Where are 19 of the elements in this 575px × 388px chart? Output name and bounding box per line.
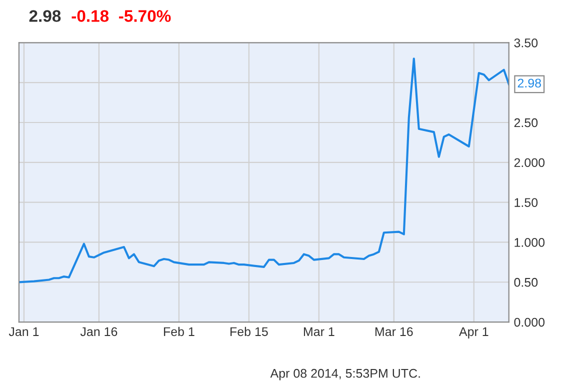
y-tick-label: 2.000 — [514, 158, 545, 168]
x-tick-label: Jan 16 — [80, 327, 118, 336]
x-tick-label: Feb 1 — [164, 326, 194, 336]
chart-subtitle: -0.18 -5.70% — [72, 10, 171, 22]
x-tick-label: Apr 1 — [458, 327, 488, 339]
y-tick-label: 3.50 — [514, 38, 538, 48]
x-tick-label: Mar 16 — [375, 327, 413, 336]
y-tick-label: 0.50 — [514, 278, 538, 287]
chart-title: 2.98 — [29, 10, 61, 22]
data-label: 2.98 — [518, 78, 541, 88]
x-tick-label: Feb 15 — [230, 326, 268, 336]
y-tick-label: 2.50 — [514, 118, 538, 128]
line-series — [18, 58, 509, 284]
text: Apr 08 2014, 5:53PM UTC. — [270, 368, 420, 380]
y-tick-label: 1.000 — [514, 238, 545, 247]
x-tick-label: Mar 1 — [304, 327, 334, 336]
y-tick-label: 0.000 — [514, 318, 545, 327]
y-tick-label: 1.50 — [514, 198, 538, 207]
x-tick-label: Jan 1 — [8, 327, 39, 336]
